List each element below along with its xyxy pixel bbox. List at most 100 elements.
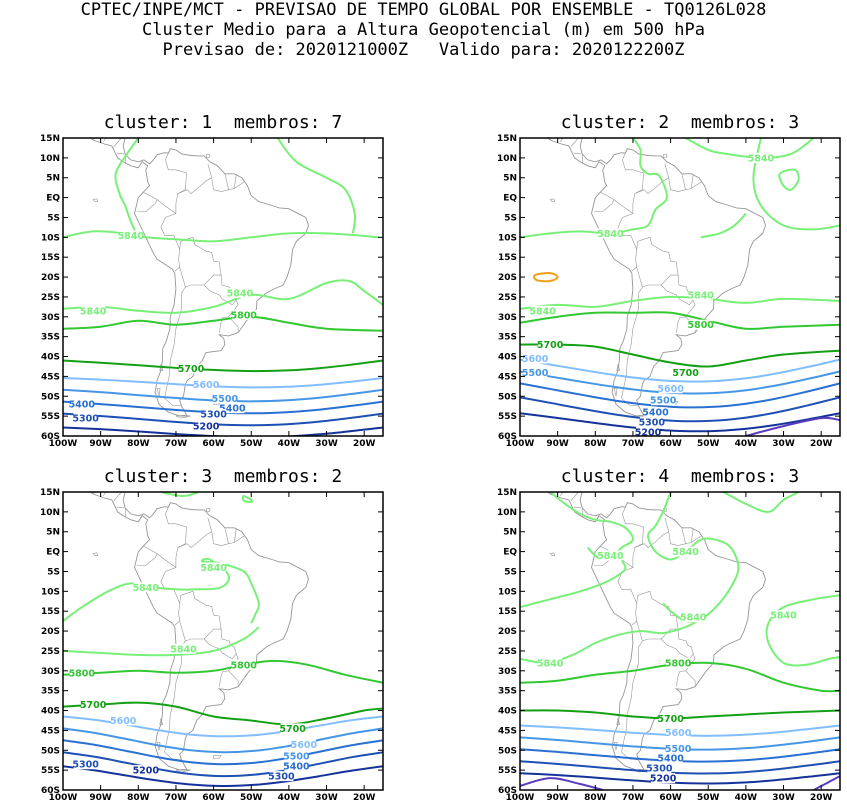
contour-5840 [520,295,840,310]
contour-label: 5800 [687,320,714,331]
contour-label: 5840 [529,306,556,317]
country-border [160,531,245,604]
contour-label-bg [231,309,256,320]
contour-label-bg [284,751,309,762]
lon-label: 40W [278,439,301,449]
lat-label: 5N [46,174,60,184]
lon-label: 70W [165,439,188,449]
country-border [599,191,634,214]
contour-label-bg [538,339,563,350]
contour-label: 5300 [200,410,227,421]
country-border [685,670,696,686]
contour-label-bg [643,407,668,418]
contour-label-bg [81,305,106,316]
contour-label-bg [201,409,226,420]
contour-label-bg [201,562,226,573]
contour-label: 5400 [657,754,684,765]
contour-label-bg [291,739,316,750]
contour-5600 [520,358,840,383]
lat-label: 40S [41,707,60,717]
country-border [573,506,582,509]
contour-label: 5840 [597,229,624,240]
lat-label: 15S [41,607,60,617]
contour-5840 [160,492,199,498]
contour-label: 5700 [178,364,205,375]
contour-label: 5840 [537,658,564,669]
country-border [178,590,222,642]
contour-5840 [752,138,840,231]
contour-label: 5500 [283,752,310,763]
map-content: 5840 5840 5840 5840 5840 5800 5700 5600 55005400… [520,492,840,790]
lat-label: 45S [41,372,60,382]
header-line-3: Previsao de: 2020121000Z Valido para: 20… [162,40,685,60]
contour-5200 [63,426,383,436]
panel-4-title: cluster: 4 membros: 3 [560,466,800,487]
country-border [622,506,644,548]
panel-1-title: cluster: 1 membros: 7 [103,112,343,133]
contour-label: 5300 [268,772,295,783]
lon-label: 60W [659,439,682,449]
country-border [635,236,679,288]
contour-label: 5840 [680,613,707,624]
contour-label-bg [284,761,309,772]
coastline [546,138,766,417]
contour-label-bg [530,305,555,316]
contour-label-bg [658,713,683,724]
country-border [573,152,582,155]
lat-label: 10S [41,587,60,597]
contour-5400 [63,739,383,766]
contour-label: 5700 [80,700,107,711]
contour-label-bg [647,763,672,774]
lat-label: 15N [40,134,60,144]
contour-label-bg [598,228,623,239]
lat-label: 20S [498,273,517,283]
lat-label: 10N [40,154,60,164]
lat-label: 55S [498,766,517,776]
lat-label: 5N [46,528,60,538]
contour-label: 5300 [639,418,666,429]
contour-label-bg [69,399,94,410]
contour-5800 [63,659,383,684]
lon-label: 30W [772,793,795,803]
lat-label: EQ [46,194,60,204]
contour-5900 [533,272,559,283]
lat-label: 5S [504,567,517,577]
country-border [228,670,239,686]
contour-5700 [520,343,840,368]
contour-label-bg [280,723,305,734]
lon-label: 50W [697,793,720,803]
lat-label: 30S [498,313,517,323]
contour-label: 5400 [283,762,310,773]
lon-label: 100W [506,439,535,449]
contour-5600 [63,377,383,389]
contour-5840 [685,138,815,159]
country-border [116,506,125,509]
contour-label: 5600 [110,716,137,727]
contour-label-bg [231,659,256,670]
contour-label-bg [81,699,106,710]
header-line-1: CPTEC/INPE/MCT - PREVISAO DE TEMPO GLOBA… [80,0,767,20]
contour-5840 [241,495,254,503]
contour-label-bg [688,319,713,330]
island [616,364,621,371]
country-border [207,163,212,178]
contour-label: 5600 [657,384,684,395]
map-panel-4: 5840 5840 5840 5840 5840 5800 5700 5600 55005400… [497,488,841,803]
header-line-2: Cluster Medio para a Altura Geopotencial… [142,20,705,40]
lat-label: 55S [41,766,60,776]
contour-5840 [778,168,800,191]
lat-label: 5S [47,567,60,577]
island [92,198,98,202]
country-border [676,653,696,687]
country-border [124,508,127,518]
country-border [676,299,696,333]
map-frame [62,491,384,791]
contour-label: 5800 [69,668,96,679]
contour-5840 [700,212,747,239]
lon-label: 50W [240,439,263,449]
contour-label-bg [636,427,660,436]
country-border [219,299,239,333]
contour-label-bg [212,393,237,404]
map-frame [519,491,841,791]
contour-5840 [520,555,627,609]
